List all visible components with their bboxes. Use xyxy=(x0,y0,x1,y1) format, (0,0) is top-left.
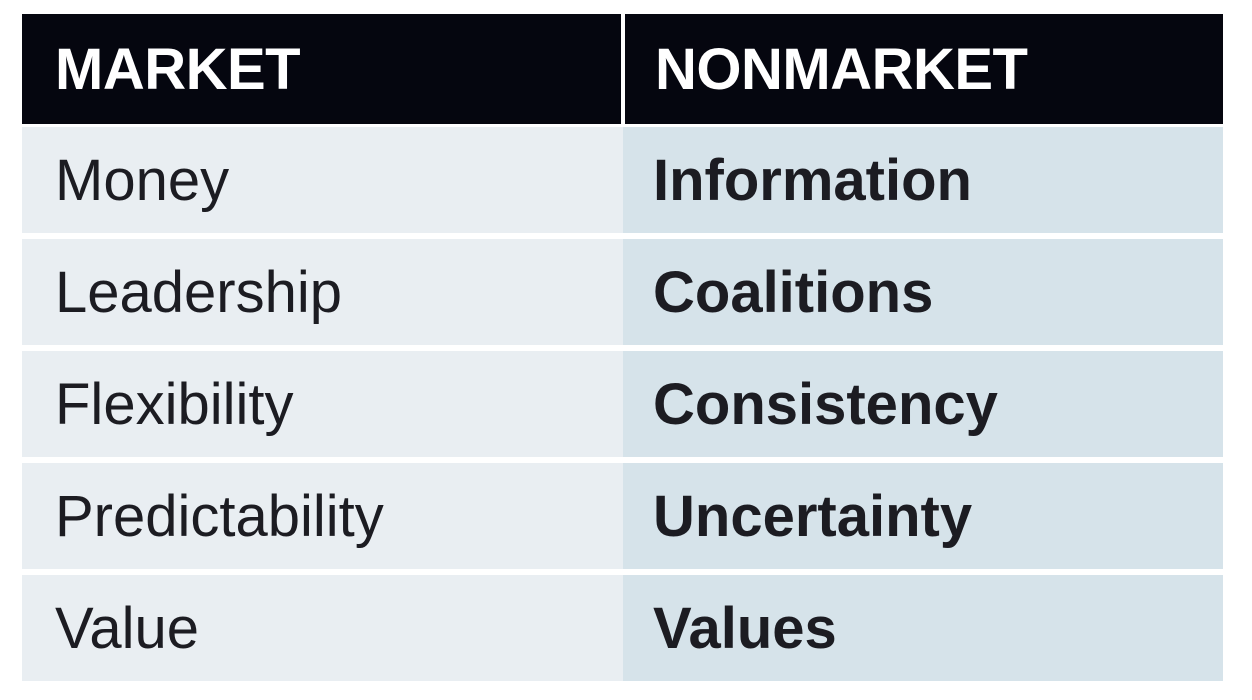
nonmarket-cell: Uncertainty xyxy=(623,463,1223,569)
market-cell: Money xyxy=(22,127,623,233)
market-cell: Leadership xyxy=(22,239,623,345)
table-row: Predictability Uncertainty xyxy=(22,463,1223,569)
table-header: MARKET NONMARKET xyxy=(22,14,1223,124)
market-cell: Value xyxy=(22,575,623,681)
market-cell: Flexibility xyxy=(22,351,623,457)
header-nonmarket: NONMARKET xyxy=(625,14,1223,124)
header-divider xyxy=(621,14,625,124)
nonmarket-cell: Coalitions xyxy=(623,239,1223,345)
table-row: Leadership Coalitions xyxy=(22,239,1223,345)
nonmarket-cell: Values xyxy=(623,575,1223,681)
nonmarket-cell: Information xyxy=(623,127,1223,233)
comparison-table: MARKET NONMARKET Money Information Leade… xyxy=(22,14,1223,681)
market-cell: Predictability xyxy=(22,463,623,569)
table-row: Flexibility Consistency xyxy=(22,351,1223,457)
nonmarket-cell: Consistency xyxy=(623,351,1223,457)
header-market: MARKET xyxy=(22,14,621,124)
table-row: Money Information xyxy=(22,127,1223,233)
table-row: Value Values xyxy=(22,575,1223,681)
